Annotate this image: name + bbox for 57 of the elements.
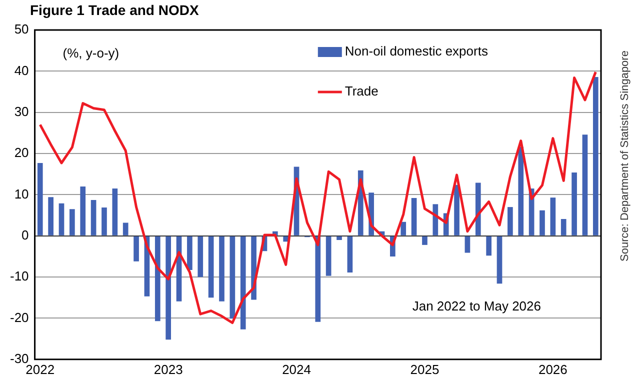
x-tick-label: 2026 bbox=[538, 362, 568, 377]
annotation: Jan 2022 to May 2026 bbox=[412, 298, 541, 314]
legend-label: Non-oil domestic exports bbox=[344, 44, 488, 59]
bar bbox=[112, 188, 118, 236]
bar bbox=[592, 76, 598, 236]
bar bbox=[486, 236, 492, 256]
bar bbox=[134, 236, 139, 262]
bar bbox=[518, 146, 524, 236]
bar bbox=[48, 197, 54, 236]
y-tick-label: -20 bbox=[10, 310, 29, 325]
bar bbox=[187, 236, 192, 270]
x-tick-label: 2023 bbox=[154, 362, 183, 377]
y-tick-label: 10 bbox=[14, 186, 29, 202]
bar bbox=[102, 207, 107, 236]
bar bbox=[219, 236, 224, 302]
legend-label: Trade bbox=[344, 84, 378, 99]
bar bbox=[154, 236, 160, 322]
bar bbox=[432, 204, 438, 236]
source-note: Source: Department of Statistics Singapore bbox=[619, 50, 631, 264]
bar bbox=[582, 134, 588, 236]
bar bbox=[122, 222, 128, 236]
bar bbox=[198, 236, 204, 278]
bar bbox=[411, 198, 417, 236]
bar bbox=[70, 209, 75, 236]
bar bbox=[315, 236, 321, 322]
bar bbox=[326, 236, 332, 276]
bar bbox=[90, 200, 96, 236]
bar bbox=[400, 222, 406, 236]
bar bbox=[464, 236, 470, 253]
bar bbox=[58, 203, 64, 236]
bar bbox=[454, 184, 460, 236]
chart-title: Figure 1 Trade and NODX bbox=[30, 2, 199, 18]
x-tick-label: 2025 bbox=[410, 362, 440, 377]
bar bbox=[540, 210, 545, 236]
bar bbox=[336, 236, 342, 240]
y-tick-label: 20 bbox=[14, 145, 29, 160]
x-tick-label: 2024 bbox=[282, 362, 311, 377]
annotation: (%, y-o-y) bbox=[62, 46, 120, 61]
bar bbox=[496, 236, 502, 284]
bar bbox=[80, 186, 86, 236]
bar bbox=[508, 207, 513, 236]
y-tick-label: -10 bbox=[10, 268, 29, 284]
bar bbox=[550, 198, 556, 236]
y-tick-label: 50 bbox=[14, 22, 29, 37]
bar bbox=[208, 236, 214, 298]
y-tick-label: 30 bbox=[14, 104, 29, 119]
bar bbox=[166, 236, 171, 340]
bar bbox=[37, 162, 43, 236]
y-tick-label: 40 bbox=[14, 62, 29, 78]
y-tick-label: 0 bbox=[22, 227, 29, 242]
bar bbox=[230, 236, 236, 319]
bar bbox=[240, 236, 246, 330]
bar bbox=[560, 218, 566, 236]
bar bbox=[572, 172, 577, 236]
bar bbox=[347, 236, 353, 273]
bar bbox=[422, 236, 428, 245]
bar bbox=[475, 182, 481, 236]
